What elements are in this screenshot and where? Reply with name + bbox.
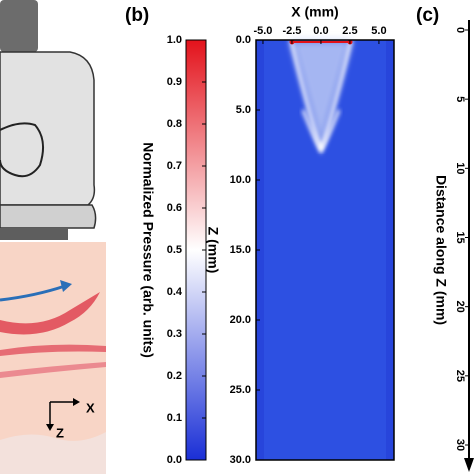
colorbar-tick-label: 0.7 [167,160,182,172]
colorbar-tick-label: 1.0 [167,34,182,46]
y-tick-label: 15 [454,231,466,243]
y-tick-label: 30.0 [230,454,251,466]
colorbar-title: Normalized Pressure (arb. units) [140,142,156,358]
colorbar-tick-label: 0.9 [167,76,182,88]
y-tick-label: 5.0 [236,104,251,116]
y-tick-label: 25.0 [230,384,251,396]
diagram-z-label: Z [56,425,64,440]
transducer-diagram [0,0,106,474]
diagram-x-label: X [86,400,95,415]
y-tick-label: 25 [454,370,466,382]
y-axis-title: Distance along Z (mm) [433,175,449,325]
y-axis-title: Z (mm) [205,227,221,274]
colorbar-tick-label: 0.2 [167,370,182,382]
y-tick-label: 20 [454,301,466,313]
x-tick-label: 2.5 [342,25,357,37]
y-tick-label: 10.0 [230,174,251,186]
y-tick-label: 5 [454,96,466,102]
colorbar-tick-label: 0.8 [167,118,182,130]
x-tick-label: 5.0 [371,25,386,37]
colorbar-tick-label: 0.3 [167,328,182,340]
colorbar-tick-label: 0.0 [167,454,182,466]
y-tick-label: 0 [454,27,466,33]
panel-label: (b) [125,5,149,26]
panel-label: (c) [416,5,439,26]
y-tick-label: 10 [454,162,466,174]
y-tick-label: 0.0 [236,34,251,46]
x-tick-label: 0.0 [313,25,328,37]
y-tick-label: 15.0 [230,244,251,256]
x-tick-label: -5.0 [253,25,272,37]
pressure-field [256,39,394,460]
colorbar-tick-label: 0.5 [167,244,182,256]
y-tick-label: 30 [454,439,466,451]
colorbar-tick-label: 0.1 [167,412,182,424]
axis-arrow [464,458,474,472]
colorbar-tick-label: 0.6 [167,202,182,214]
y-tick-label: 20.0 [230,314,251,326]
colorbar-tick-label: 0.4 [167,286,183,298]
x-tick-label: -2.5 [282,25,301,37]
x-axis-title: X (mm) [291,4,338,20]
